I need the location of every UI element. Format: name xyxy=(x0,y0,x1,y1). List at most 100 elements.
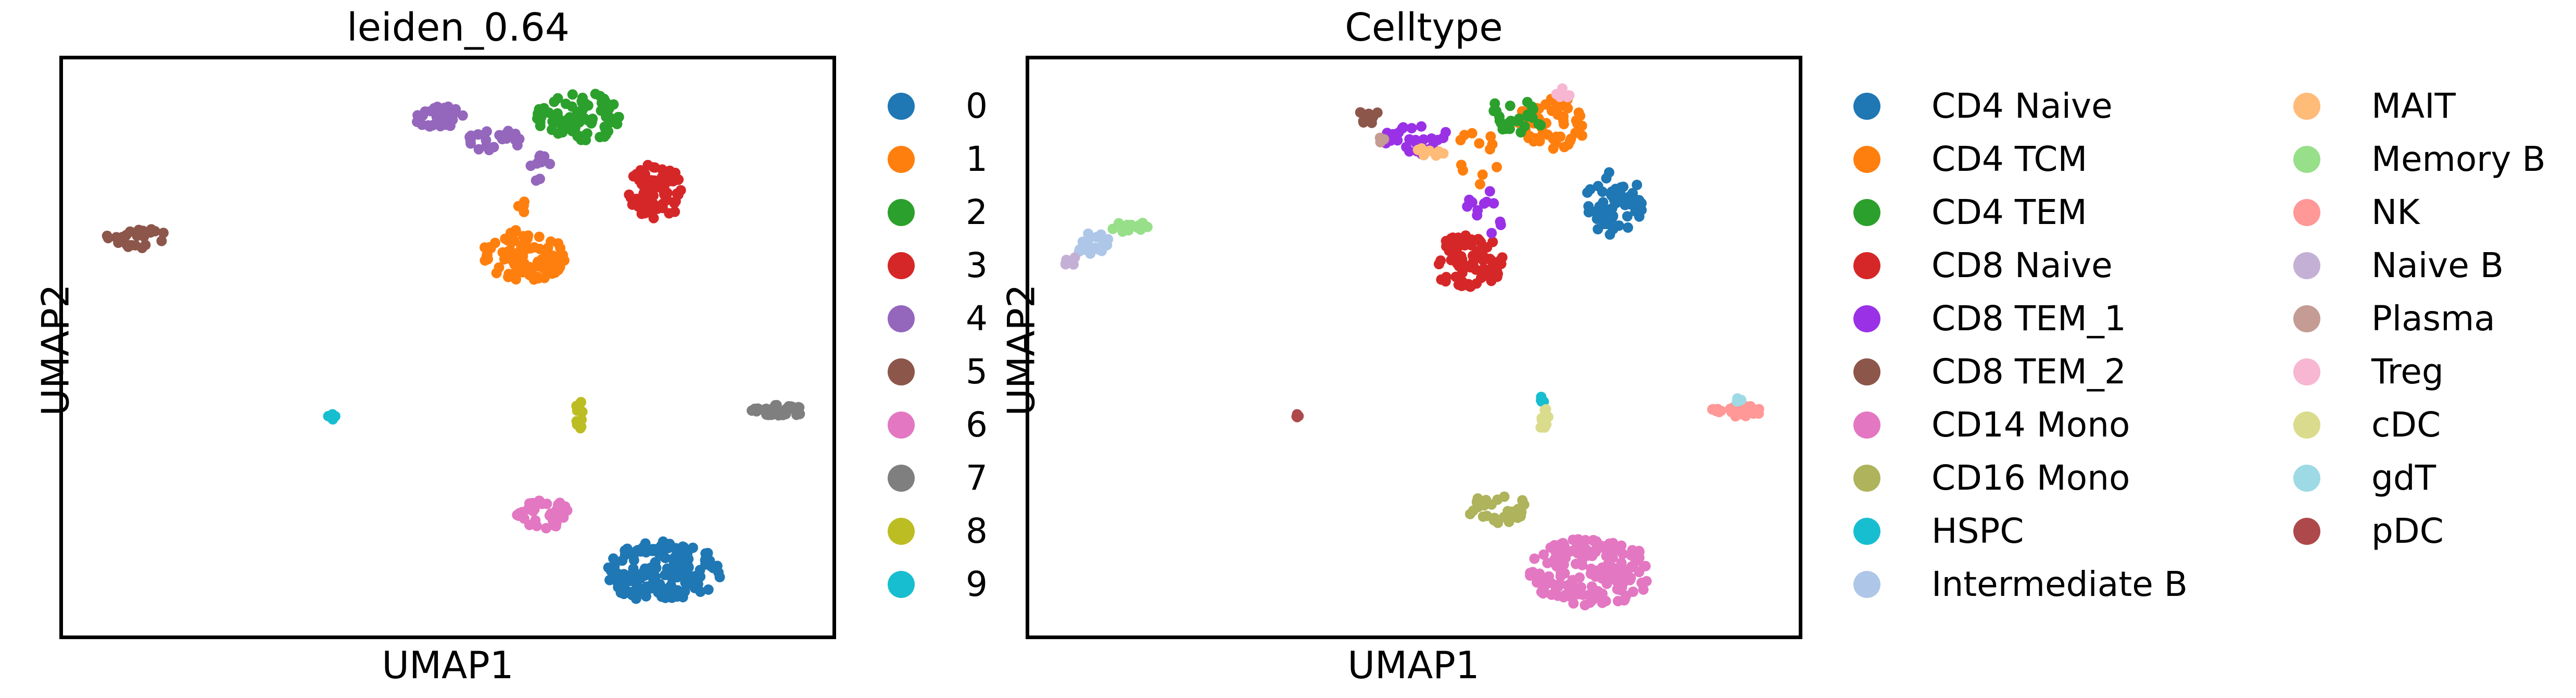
data-point xyxy=(1562,103,1573,114)
legend-label: Plasma xyxy=(2371,298,2495,339)
legend-label: MAIT xyxy=(2371,86,2456,126)
series-1 xyxy=(479,196,570,285)
data-point xyxy=(1404,134,1415,145)
data-point xyxy=(1485,131,1496,142)
data-point xyxy=(679,555,690,566)
data-point xyxy=(1564,135,1575,146)
series-gdt xyxy=(1732,393,1747,407)
data-point xyxy=(1632,552,1643,563)
data-point xyxy=(582,128,592,139)
data-point xyxy=(599,131,610,142)
data-point xyxy=(627,590,637,601)
data-point xyxy=(586,118,597,129)
data-point xyxy=(1605,229,1615,240)
data-point xyxy=(457,110,468,121)
legend-item: CD8 TEM_2 xyxy=(1853,352,2126,392)
data-point xyxy=(635,546,646,557)
plot-area xyxy=(59,56,836,639)
legend-marker xyxy=(1853,517,1880,545)
data-point xyxy=(534,231,545,242)
data-point xyxy=(1458,165,1468,176)
data-point xyxy=(640,169,650,180)
data-point xyxy=(1472,205,1483,216)
data-point xyxy=(1597,562,1608,573)
data-point xyxy=(1624,575,1635,585)
data-point xyxy=(703,584,714,595)
legend-marker xyxy=(1853,464,1880,492)
data-point xyxy=(705,560,716,571)
series-cd8-tem-2 xyxy=(1355,107,1383,128)
data-point xyxy=(1450,271,1461,282)
data-point xyxy=(503,253,514,264)
series-plasma xyxy=(1374,132,1390,147)
legend-marker xyxy=(2293,305,2320,332)
data-point xyxy=(1481,495,1492,505)
data-point xyxy=(1580,600,1590,610)
data-point xyxy=(576,414,587,425)
legend-item: Memory B xyxy=(2293,139,2546,179)
data-point xyxy=(604,117,615,128)
series-hspc xyxy=(1536,392,1549,407)
legend-marker xyxy=(1853,198,1880,226)
data-point xyxy=(648,190,659,201)
legend-label: CD4 Naive xyxy=(1931,86,2113,126)
data-point xyxy=(535,173,545,184)
legend-marker xyxy=(888,411,915,439)
legend-item: 2 xyxy=(888,192,988,232)
series-cd4-tcm xyxy=(1455,94,1587,190)
data-point xyxy=(1376,135,1387,146)
data-point xyxy=(1607,553,1618,563)
data-point xyxy=(770,400,781,410)
legend-item: Intermediate B xyxy=(1853,564,2188,604)
data-point xyxy=(1406,123,1417,134)
data-point xyxy=(1567,581,1577,592)
data-point xyxy=(1077,236,1088,247)
legend-marker xyxy=(2293,198,2320,226)
data-point xyxy=(1519,121,1530,132)
data-point xyxy=(1462,201,1473,212)
data-point xyxy=(1412,144,1423,155)
data-point xyxy=(546,508,557,519)
data-point xyxy=(1107,223,1118,234)
series-intermediate-b xyxy=(1074,228,1114,259)
data-point xyxy=(1602,210,1613,221)
data-point xyxy=(673,174,684,185)
data-point xyxy=(516,240,527,251)
legend-marker xyxy=(2293,517,2320,545)
data-point xyxy=(1522,111,1533,122)
data-point xyxy=(1468,505,1479,516)
series-mait xyxy=(1412,143,1449,161)
data-point xyxy=(649,175,660,186)
legend-item: Naive B xyxy=(2293,245,2504,285)
data-point xyxy=(1622,222,1633,233)
data-point xyxy=(1594,201,1605,212)
data-point xyxy=(1588,534,1599,545)
data-point xyxy=(773,410,784,421)
legend-marker xyxy=(1853,570,1880,598)
data-point xyxy=(689,571,700,582)
data-point xyxy=(1506,116,1517,127)
data-point xyxy=(1293,410,1304,421)
legend-label: 8 xyxy=(966,511,988,551)
legend-label: CD8 TEM_1 xyxy=(1931,298,2126,339)
series-5 xyxy=(102,224,169,253)
data-point xyxy=(505,245,515,256)
legend-item: 3 xyxy=(888,245,988,285)
data-point xyxy=(140,228,150,239)
data-point xyxy=(1585,184,1596,195)
legend-label: Intermediate B xyxy=(1931,564,2188,604)
data-point xyxy=(465,138,476,149)
data-point xyxy=(541,523,551,533)
data-point xyxy=(1488,106,1499,116)
data-point xyxy=(636,208,647,219)
data-point xyxy=(1604,571,1615,582)
chart-title: Celltype xyxy=(1345,5,1503,50)
series-memory-b xyxy=(1107,218,1153,237)
data-point xyxy=(1627,188,1638,198)
data-point xyxy=(541,498,552,509)
legend-marker xyxy=(2293,411,2320,439)
data-point xyxy=(1575,110,1586,121)
data-point xyxy=(1499,491,1510,502)
series-cd14-mono xyxy=(1525,534,1652,610)
data-point xyxy=(1619,595,1630,606)
